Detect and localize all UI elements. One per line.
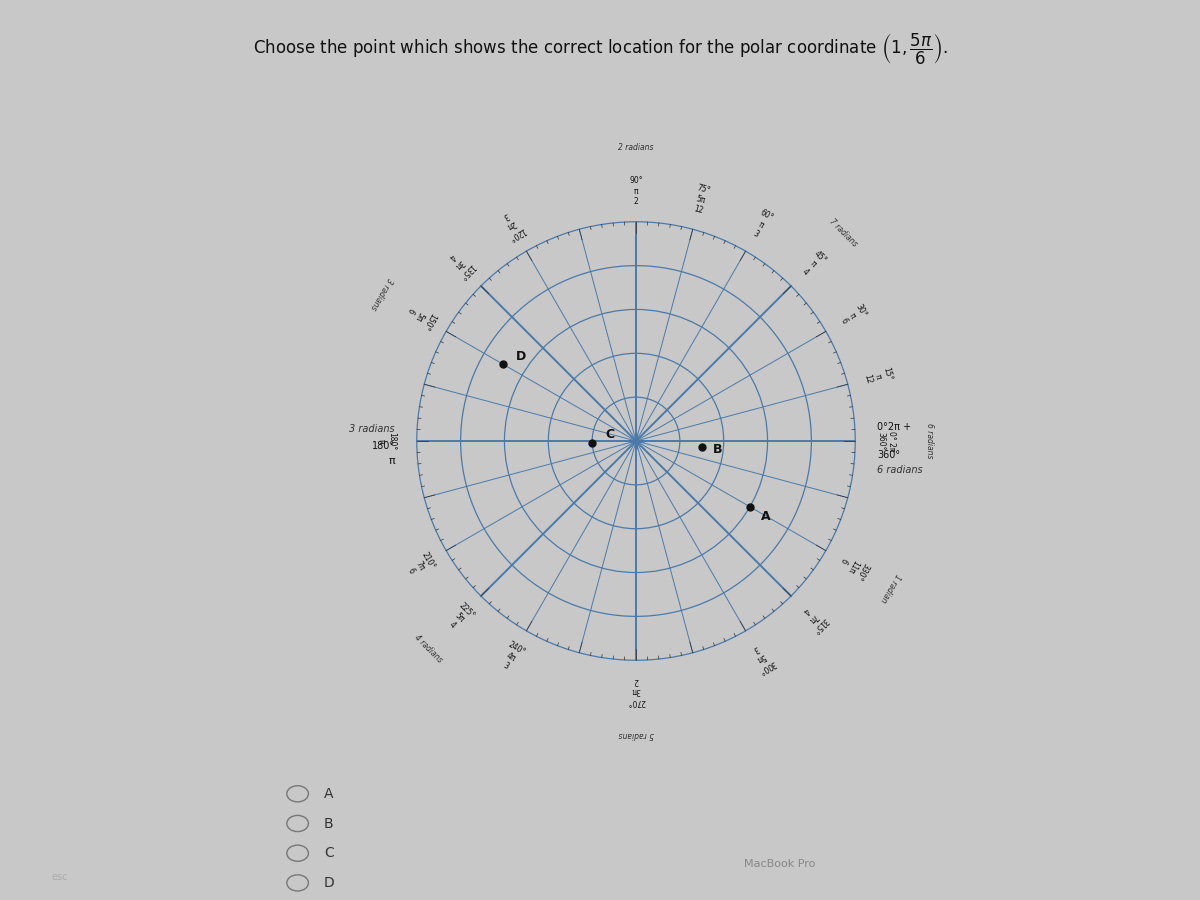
Text: 180°: 180° (372, 441, 395, 451)
Text: C: C (605, 428, 614, 441)
Text: 240°
4π
3: 240° 4π 3 (496, 640, 527, 675)
Text: 315°
7π
4: 315° 7π 4 (796, 600, 829, 634)
Text: 7 radians: 7 radians (828, 218, 859, 249)
Text: 180°
π: 180° π (377, 432, 396, 450)
Text: 4 radians: 4 radians (413, 633, 444, 664)
Text: Choose the point which shows the correct location for the polar coordinate $\lef: Choose the point which shows the correct… (252, 32, 948, 67)
Text: B: B (713, 444, 722, 456)
Text: 15°
π
12: 15° π 12 (862, 366, 894, 387)
Text: 360°: 360° (877, 450, 900, 460)
Text: esc: esc (52, 872, 68, 883)
Text: 0° 2π
360°: 0° 2π 360° (876, 431, 895, 451)
Text: 6 radians: 6 radians (925, 423, 935, 459)
Text: 210°
7π
6: 210° 7π 6 (402, 551, 437, 581)
Text: 120°
2π
3: 120° 2π 3 (496, 207, 527, 242)
Text: 300°
5π
3: 300° 5π 3 (745, 640, 776, 675)
Text: 3 radians: 3 radians (349, 425, 395, 435)
Text: 5 radians: 5 radians (618, 730, 654, 739)
Text: 75°
5π
12: 75° 5π 12 (690, 184, 712, 216)
Text: 30°
π
6: 30° π 6 (836, 302, 869, 329)
Text: 330°
11π
6: 330° 11π 6 (835, 551, 870, 581)
Text: 0°2π +: 0°2π + (877, 422, 911, 432)
Text: 60°
π
3: 60° π 3 (748, 208, 774, 241)
Text: MacBook Pro: MacBook Pro (744, 859, 815, 869)
Text: C: C (324, 846, 334, 860)
Text: A: A (324, 787, 334, 801)
Text: 2 radians: 2 radians (618, 143, 654, 152)
Text: 225°
5π
4: 225° 5π 4 (443, 600, 476, 634)
Text: 150°
5π
6: 150° 5π 6 (402, 301, 437, 331)
Text: 3 radians: 3 radians (368, 276, 395, 311)
Text: D: D (516, 350, 527, 363)
Text: 90°
π
2: 90° π 2 (629, 176, 643, 206)
Text: 45°
π
4: 45° π 4 (797, 249, 828, 280)
Text: 270°
3π
2: 270° 3π 2 (626, 676, 646, 706)
Text: B: B (324, 816, 334, 831)
Text: 135°
3π
4: 135° 3π 4 (443, 248, 476, 282)
Text: A: A (761, 510, 770, 523)
Text: π: π (389, 456, 395, 466)
Text: 1 radian: 1 radian (878, 572, 902, 604)
Text: D: D (324, 876, 335, 890)
Text: 6 radians: 6 radians (877, 465, 923, 475)
